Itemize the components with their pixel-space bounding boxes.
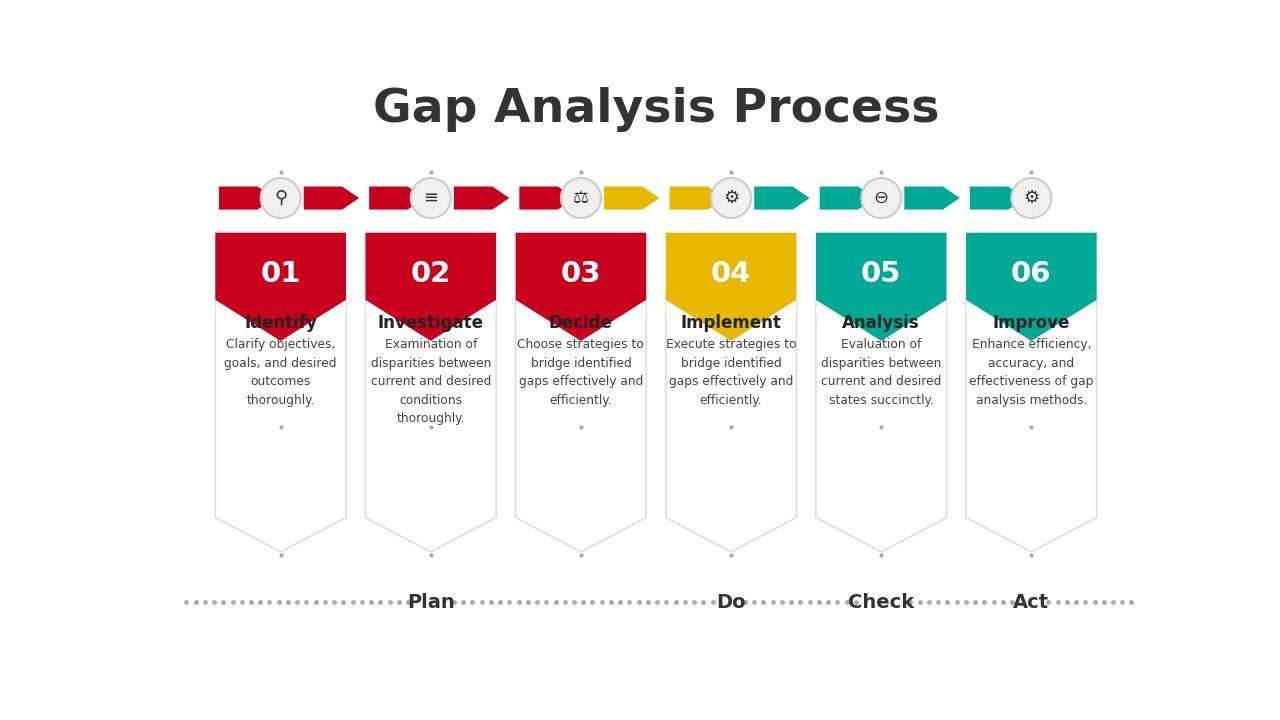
Polygon shape — [815, 233, 946, 341]
Text: 06: 06 — [1011, 260, 1052, 288]
Polygon shape — [669, 186, 724, 210]
Text: Implement: Implement — [681, 314, 782, 332]
Text: 05: 05 — [861, 260, 901, 288]
Polygon shape — [604, 186, 659, 210]
Text: ⚖: ⚖ — [573, 189, 589, 207]
Polygon shape — [966, 233, 1097, 341]
Text: ⚙: ⚙ — [1023, 189, 1039, 207]
Text: Do: Do — [717, 593, 746, 612]
Polygon shape — [754, 186, 810, 210]
Text: Improve: Improve — [993, 314, 1070, 332]
Polygon shape — [219, 186, 274, 210]
Polygon shape — [215, 233, 346, 341]
Polygon shape — [366, 300, 497, 552]
Polygon shape — [970, 186, 1025, 210]
FancyBboxPatch shape — [215, 300, 346, 321]
Text: 01: 01 — [260, 260, 301, 288]
Text: Decide: Decide — [549, 314, 613, 332]
Circle shape — [561, 178, 600, 218]
Circle shape — [411, 178, 451, 218]
Polygon shape — [303, 186, 360, 210]
Text: 02: 02 — [411, 260, 451, 288]
Polygon shape — [815, 300, 946, 552]
Text: Examination of
disparities between
current and desired
conditions
thoroughly.: Examination of disparities between curre… — [371, 338, 492, 426]
Text: Gap Analysis Process: Gap Analysis Process — [372, 87, 940, 132]
Polygon shape — [516, 233, 646, 341]
Text: Evaluation of
disparities between
current and desired
states succinctly.: Evaluation of disparities between curren… — [820, 338, 941, 407]
Text: 03: 03 — [561, 260, 602, 288]
Text: ⚙: ⚙ — [723, 189, 739, 207]
Polygon shape — [666, 300, 796, 552]
Text: Execute strategies to
bridge identified
gaps effectively and
efficiently.: Execute strategies to bridge identified … — [666, 338, 796, 407]
FancyBboxPatch shape — [516, 300, 646, 321]
Text: Analysis: Analysis — [842, 314, 920, 332]
Text: Investigate: Investigate — [378, 314, 484, 332]
Polygon shape — [966, 300, 1097, 552]
Text: 04: 04 — [710, 260, 751, 288]
Polygon shape — [520, 186, 575, 210]
Polygon shape — [666, 233, 796, 341]
Circle shape — [261, 178, 301, 218]
Polygon shape — [819, 186, 876, 210]
Polygon shape — [366, 233, 497, 341]
Text: ⊖: ⊖ — [874, 189, 888, 207]
Circle shape — [861, 178, 901, 218]
Text: Plan: Plan — [407, 593, 454, 612]
Text: ≡: ≡ — [424, 189, 438, 207]
Polygon shape — [454, 186, 509, 210]
Polygon shape — [215, 300, 346, 552]
Circle shape — [1011, 178, 1051, 218]
FancyBboxPatch shape — [815, 300, 946, 321]
Text: Enhance efficiency,
accuracy, and
effectiveness of gap
analysis methods.: Enhance efficiency, accuracy, and effect… — [969, 338, 1093, 407]
Polygon shape — [516, 300, 646, 552]
FancyBboxPatch shape — [666, 300, 796, 321]
Text: Act: Act — [1014, 593, 1050, 612]
Circle shape — [712, 178, 751, 218]
FancyBboxPatch shape — [966, 300, 1097, 321]
Polygon shape — [905, 186, 960, 210]
Polygon shape — [369, 186, 425, 210]
Text: ⚲: ⚲ — [274, 189, 287, 207]
Text: Check: Check — [849, 593, 914, 612]
Text: Choose strategies to
bridge identified
gaps effectively and
efficiently.: Choose strategies to bridge identified g… — [517, 338, 644, 407]
Text: Clarify objectives,
goals, and desired
outcomes
thoroughly.: Clarify objectives, goals, and desired o… — [224, 338, 337, 407]
Text: Identify: Identify — [244, 314, 317, 332]
FancyBboxPatch shape — [366, 300, 497, 321]
